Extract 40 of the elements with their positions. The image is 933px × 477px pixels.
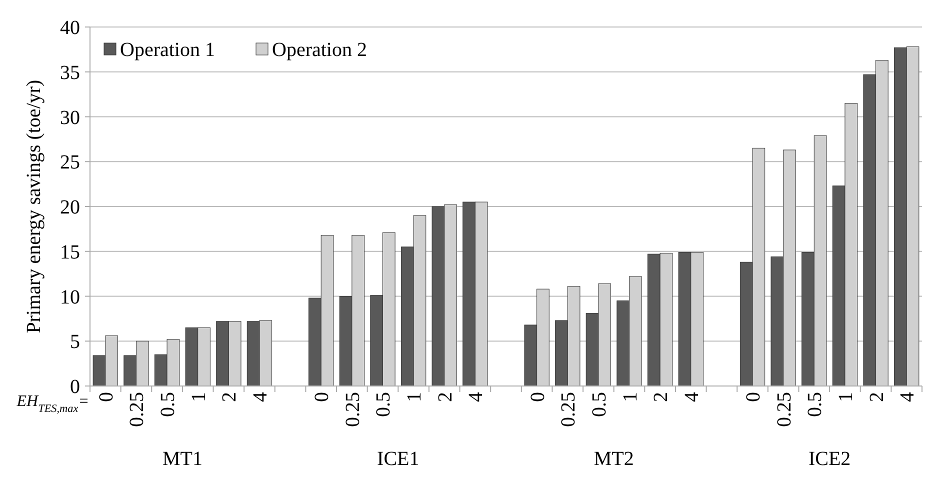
y-tick-label: 35	[60, 62, 80, 84]
x-tick-label: 1	[188, 392, 210, 402]
x-tick-label: 0.5	[372, 392, 395, 417]
x-axis-title: EH$_{TES,max}$=	[16, 393, 89, 415]
y-tick-label: 25	[60, 152, 80, 174]
x-tick-label: 4	[465, 392, 488, 402]
y-tick-label: 5	[70, 331, 80, 354]
x-tick-label: 0.5	[588, 392, 610, 417]
y-tick-label: 30	[60, 106, 80, 129]
x-tick-label: 0	[311, 392, 334, 402]
x-tick-label: 1	[619, 392, 642, 402]
text: ICE1	[377, 448, 420, 470]
x-tick-label: 0.25	[126, 392, 148, 427]
x-tick-label: 0.5	[804, 392, 826, 417]
x-tick-label: 1	[834, 392, 857, 402]
x-tick-label: 0	[526, 392, 549, 402]
x-tick-label: 2	[218, 392, 241, 402]
x-tick-label: 2	[866, 392, 888, 402]
legend-label: Operation 2	[272, 39, 367, 61]
x-tick-label: 0	[95, 392, 118, 402]
y-tick-label: 20	[60, 196, 80, 218]
x-tick-label: 0.25	[342, 392, 364, 427]
text: MT1	[162, 448, 202, 470]
y-axis-title: Primary energy savings (toe/yr)	[23, 80, 45, 334]
text: MT2	[594, 448, 634, 470]
y-tick-label: 40	[60, 17, 80, 39]
x-tick-label: 4	[896, 392, 919, 402]
x-tick-label: 4	[680, 392, 703, 402]
x-tick-label: 1	[404, 392, 426, 402]
x-tick-label: 0.25	[773, 392, 796, 427]
y-tick-label: 10	[60, 286, 80, 308]
x-tick-label: 4	[249, 392, 272, 402]
x-tick-label: 2	[434, 392, 456, 402]
text: ICE2	[808, 448, 851, 470]
x-tick-label: 0.5	[157, 392, 180, 417]
x-tick-label: 0.25	[558, 392, 580, 427]
y-tick-label: 15	[60, 241, 80, 264]
x-tick-label: 2	[650, 392, 672, 402]
legend-label: Operation 1	[120, 39, 215, 61]
x-tick-label: 0	[742, 392, 765, 402]
